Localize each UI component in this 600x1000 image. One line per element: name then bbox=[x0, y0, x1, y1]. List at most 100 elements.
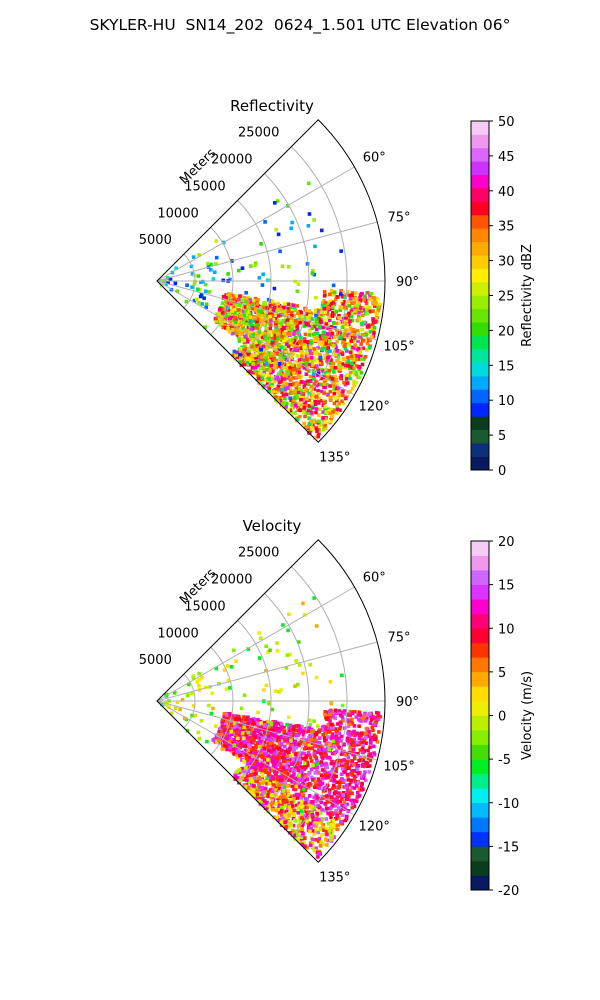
echo-cell bbox=[289, 738, 293, 742]
echo-cell bbox=[340, 714, 344, 719]
sector-outline bbox=[156, 539, 386, 863]
echo-cell bbox=[335, 827, 340, 832]
echo-cell bbox=[291, 823, 296, 828]
echo-cell bbox=[272, 329, 276, 334]
echo-cell bbox=[219, 315, 224, 320]
echo-cell bbox=[352, 729, 356, 734]
colorbar-swatch bbox=[471, 295, 489, 310]
echo-cell bbox=[274, 361, 279, 365]
echo-cell bbox=[283, 795, 287, 799]
echo-cell bbox=[292, 398, 296, 402]
echo-cell bbox=[282, 744, 287, 749]
echo-cell bbox=[367, 733, 372, 737]
echo-cell bbox=[343, 328, 348, 333]
echo-cell bbox=[312, 744, 317, 749]
echo-cell bbox=[184, 299, 189, 304]
echo-cell bbox=[368, 752, 373, 756]
echo-cell bbox=[367, 345, 372, 349]
echo-cell bbox=[196, 287, 200, 292]
echo-cell bbox=[332, 778, 337, 783]
echo-cell bbox=[318, 811, 323, 815]
echo-cell bbox=[372, 751, 376, 755]
echo-cell bbox=[306, 803, 311, 808]
echo-cell bbox=[255, 320, 259, 325]
echo-cell bbox=[274, 227, 279, 232]
echo-cell bbox=[221, 718, 225, 722]
echo-cell bbox=[222, 728, 227, 732]
echo-cell bbox=[244, 768, 249, 772]
echo-cell bbox=[376, 714, 380, 719]
echo-cell bbox=[366, 754, 371, 759]
echo-cell bbox=[321, 356, 325, 361]
echo-cell bbox=[277, 818, 282, 822]
echo-cell bbox=[290, 779, 294, 783]
echo-cell bbox=[330, 726, 335, 730]
echo-cell bbox=[341, 793, 346, 797]
colorbar-swatch bbox=[471, 376, 489, 390]
echo-cell bbox=[323, 710, 328, 714]
echo-cell bbox=[317, 851, 321, 856]
echo-cell bbox=[308, 841, 313, 845]
echo-cell bbox=[245, 758, 249, 762]
echo-cell bbox=[244, 312, 248, 317]
echo-cell bbox=[342, 742, 346, 747]
echo-cell bbox=[232, 307, 237, 312]
echo-cell bbox=[312, 848, 317, 853]
echo-cell bbox=[276, 763, 281, 767]
echo-cell bbox=[301, 601, 305, 606]
echo-cell bbox=[164, 282, 168, 287]
echo-cell bbox=[267, 384, 271, 389]
echo-cell bbox=[252, 761, 256, 766]
echo-cell bbox=[344, 315, 348, 320]
echo-cell bbox=[291, 731, 296, 735]
echo-cell bbox=[299, 395, 304, 400]
echo-cell bbox=[322, 786, 326, 791]
echo-cell bbox=[322, 735, 327, 740]
echo-cell bbox=[328, 679, 333, 684]
echo-cell bbox=[260, 768, 265, 773]
echo-cell bbox=[284, 366, 289, 370]
echo-cell bbox=[232, 751, 236, 756]
echo-cell bbox=[312, 387, 316, 391]
echo-cell bbox=[328, 384, 332, 388]
echo-cell bbox=[287, 746, 292, 751]
echo-cell bbox=[238, 352, 242, 357]
echo-cell bbox=[219, 312, 223, 317]
echo-cell bbox=[345, 289, 350, 294]
echo-cell bbox=[203, 685, 208, 690]
echo-cell bbox=[338, 779, 343, 783]
echo-cell bbox=[173, 281, 178, 286]
echo-cell bbox=[339, 820, 344, 824]
colorbar-tick-label: 0 bbox=[498, 710, 506, 725]
echo-cell bbox=[302, 805, 307, 809]
echo-cell bbox=[345, 372, 350, 377]
echo-cell bbox=[318, 843, 323, 848]
echo-cell bbox=[280, 722, 284, 727]
echo-cell bbox=[372, 326, 377, 330]
echo-cell bbox=[243, 344, 247, 349]
echo-cell bbox=[250, 776, 254, 781]
echo-cell bbox=[279, 769, 284, 774]
echo-cell bbox=[368, 296, 372, 301]
echo-cell bbox=[347, 766, 351, 770]
echo-cell bbox=[279, 765, 283, 769]
echo-cell bbox=[220, 310, 225, 315]
echo-cell bbox=[310, 746, 315, 750]
echo-cell bbox=[318, 728, 322, 732]
echo-cell bbox=[307, 181, 311, 186]
echo-cell bbox=[255, 371, 259, 376]
echo-cell bbox=[314, 426, 319, 430]
echo-cell bbox=[304, 425, 308, 429]
echo-cell bbox=[309, 355, 314, 360]
echo-cell bbox=[307, 362, 312, 367]
echo-cell bbox=[259, 764, 264, 768]
echo-cell bbox=[334, 766, 339, 771]
echo-cell bbox=[286, 339, 290, 344]
echo-cell bbox=[311, 405, 315, 410]
echo-cell bbox=[370, 322, 375, 327]
echo-cell bbox=[220, 747, 225, 751]
echo-cell bbox=[242, 317, 247, 321]
echo-cell bbox=[336, 332, 340, 336]
